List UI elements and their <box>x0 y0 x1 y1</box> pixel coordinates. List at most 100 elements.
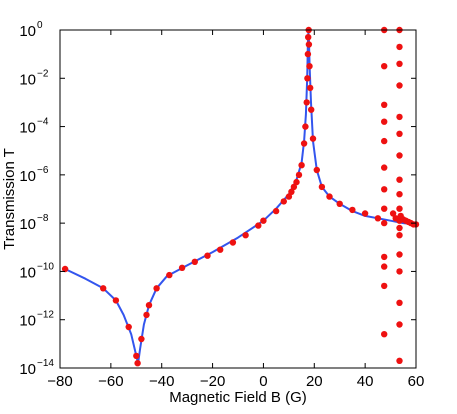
data-point <box>145 302 153 309</box>
data-point <box>381 101 388 109</box>
data-point <box>381 137 388 145</box>
data-point <box>396 152 403 159</box>
data-point <box>307 84 314 92</box>
y-tick-label: 10 <box>19 216 36 233</box>
y-tick-label: 10 <box>19 313 36 330</box>
data-point <box>112 297 120 304</box>
data-point <box>396 224 403 232</box>
data-point <box>309 135 317 142</box>
data-point <box>166 271 173 279</box>
y-tick-label: 10 <box>19 120 36 137</box>
data-point <box>389 210 397 217</box>
x-tick-label: −40 <box>149 373 174 390</box>
x-tick-label: −20 <box>200 373 225 390</box>
x-tick-label: 60 <box>408 373 425 390</box>
data-point <box>396 299 403 306</box>
data-point <box>392 215 399 222</box>
data-point <box>308 106 315 113</box>
data-point <box>302 123 309 130</box>
data-point <box>381 186 388 193</box>
y-tick-label: 10 <box>19 71 36 88</box>
y-tick-exponent: −6 <box>37 165 49 176</box>
data-point <box>303 99 310 106</box>
data-point <box>381 263 388 270</box>
data-point <box>153 285 160 292</box>
y-tick-label: 10 <box>19 361 36 378</box>
data-point <box>396 60 403 67</box>
data-point <box>304 75 311 82</box>
data-point <box>305 41 313 48</box>
data-point <box>313 166 320 174</box>
data-point <box>396 43 403 51</box>
y-tick-exponent: 0 <box>37 20 43 31</box>
y-axis-title: Transmission T <box>1 148 18 250</box>
data-point <box>326 193 333 200</box>
x-tick-label: −80 <box>47 373 72 390</box>
data-point <box>336 200 343 207</box>
data-point <box>396 268 403 275</box>
x-axis-title: Magnetic Field B (G) <box>169 389 307 406</box>
data-point <box>396 232 403 239</box>
data-point <box>381 118 388 125</box>
y-tick-exponent: −8 <box>37 213 49 224</box>
data-point <box>396 357 403 364</box>
data-point <box>61 265 69 273</box>
y-tick-label: 10 <box>19 264 36 281</box>
data-point <box>396 176 403 183</box>
data-point <box>318 183 326 191</box>
data-point <box>381 219 388 227</box>
data-point <box>396 130 403 137</box>
data-point <box>293 178 300 186</box>
y-tick-exponent: −2 <box>37 68 49 79</box>
data-point <box>295 171 303 179</box>
y-tick-label: 10 <box>19 23 36 40</box>
data-point <box>381 62 388 70</box>
x-tick-label: 40 <box>357 373 374 390</box>
plot-content <box>61 26 420 367</box>
data-point <box>381 253 388 261</box>
data-point <box>143 311 150 319</box>
data-point <box>396 205 403 212</box>
data-point <box>396 82 403 89</box>
data-point <box>134 360 141 367</box>
data-point <box>381 282 388 290</box>
data-point <box>178 264 186 271</box>
data-point <box>229 239 237 246</box>
data-point <box>133 352 140 360</box>
data-point <box>204 252 211 259</box>
plot-frame <box>59 29 417 369</box>
data-point <box>374 215 382 222</box>
data-point <box>285 193 293 200</box>
data-point <box>304 50 312 58</box>
data-point <box>242 232 249 239</box>
data-point <box>272 207 280 215</box>
data-point <box>138 335 145 343</box>
data-point <box>381 164 388 171</box>
data-point <box>306 62 313 70</box>
data-point <box>125 323 132 331</box>
y-tick-exponent: −12 <box>37 310 54 321</box>
y-tick-exponent: −10 <box>37 261 54 272</box>
data-point <box>217 246 224 253</box>
data-point <box>298 162 305 169</box>
data-point <box>396 321 403 328</box>
data-point <box>290 183 298 191</box>
data-point <box>280 198 287 205</box>
y-tick-exponent: −4 <box>37 117 49 128</box>
data-point <box>361 210 369 217</box>
data-point <box>396 251 403 258</box>
data-point <box>191 258 198 265</box>
data-point <box>100 285 107 292</box>
y-tick-exponent: −14 <box>37 358 54 369</box>
data-point <box>255 222 262 229</box>
data-point <box>260 217 267 224</box>
x-axis-ticks: −80 −60 −40 −20 0 20 40 60 <box>47 30 424 390</box>
data-point <box>381 331 388 338</box>
data-point <box>288 188 295 195</box>
series-line <box>64 31 417 365</box>
data-point <box>396 113 403 121</box>
data-point <box>381 205 388 212</box>
data-point <box>305 34 312 41</box>
data-point <box>396 191 403 198</box>
